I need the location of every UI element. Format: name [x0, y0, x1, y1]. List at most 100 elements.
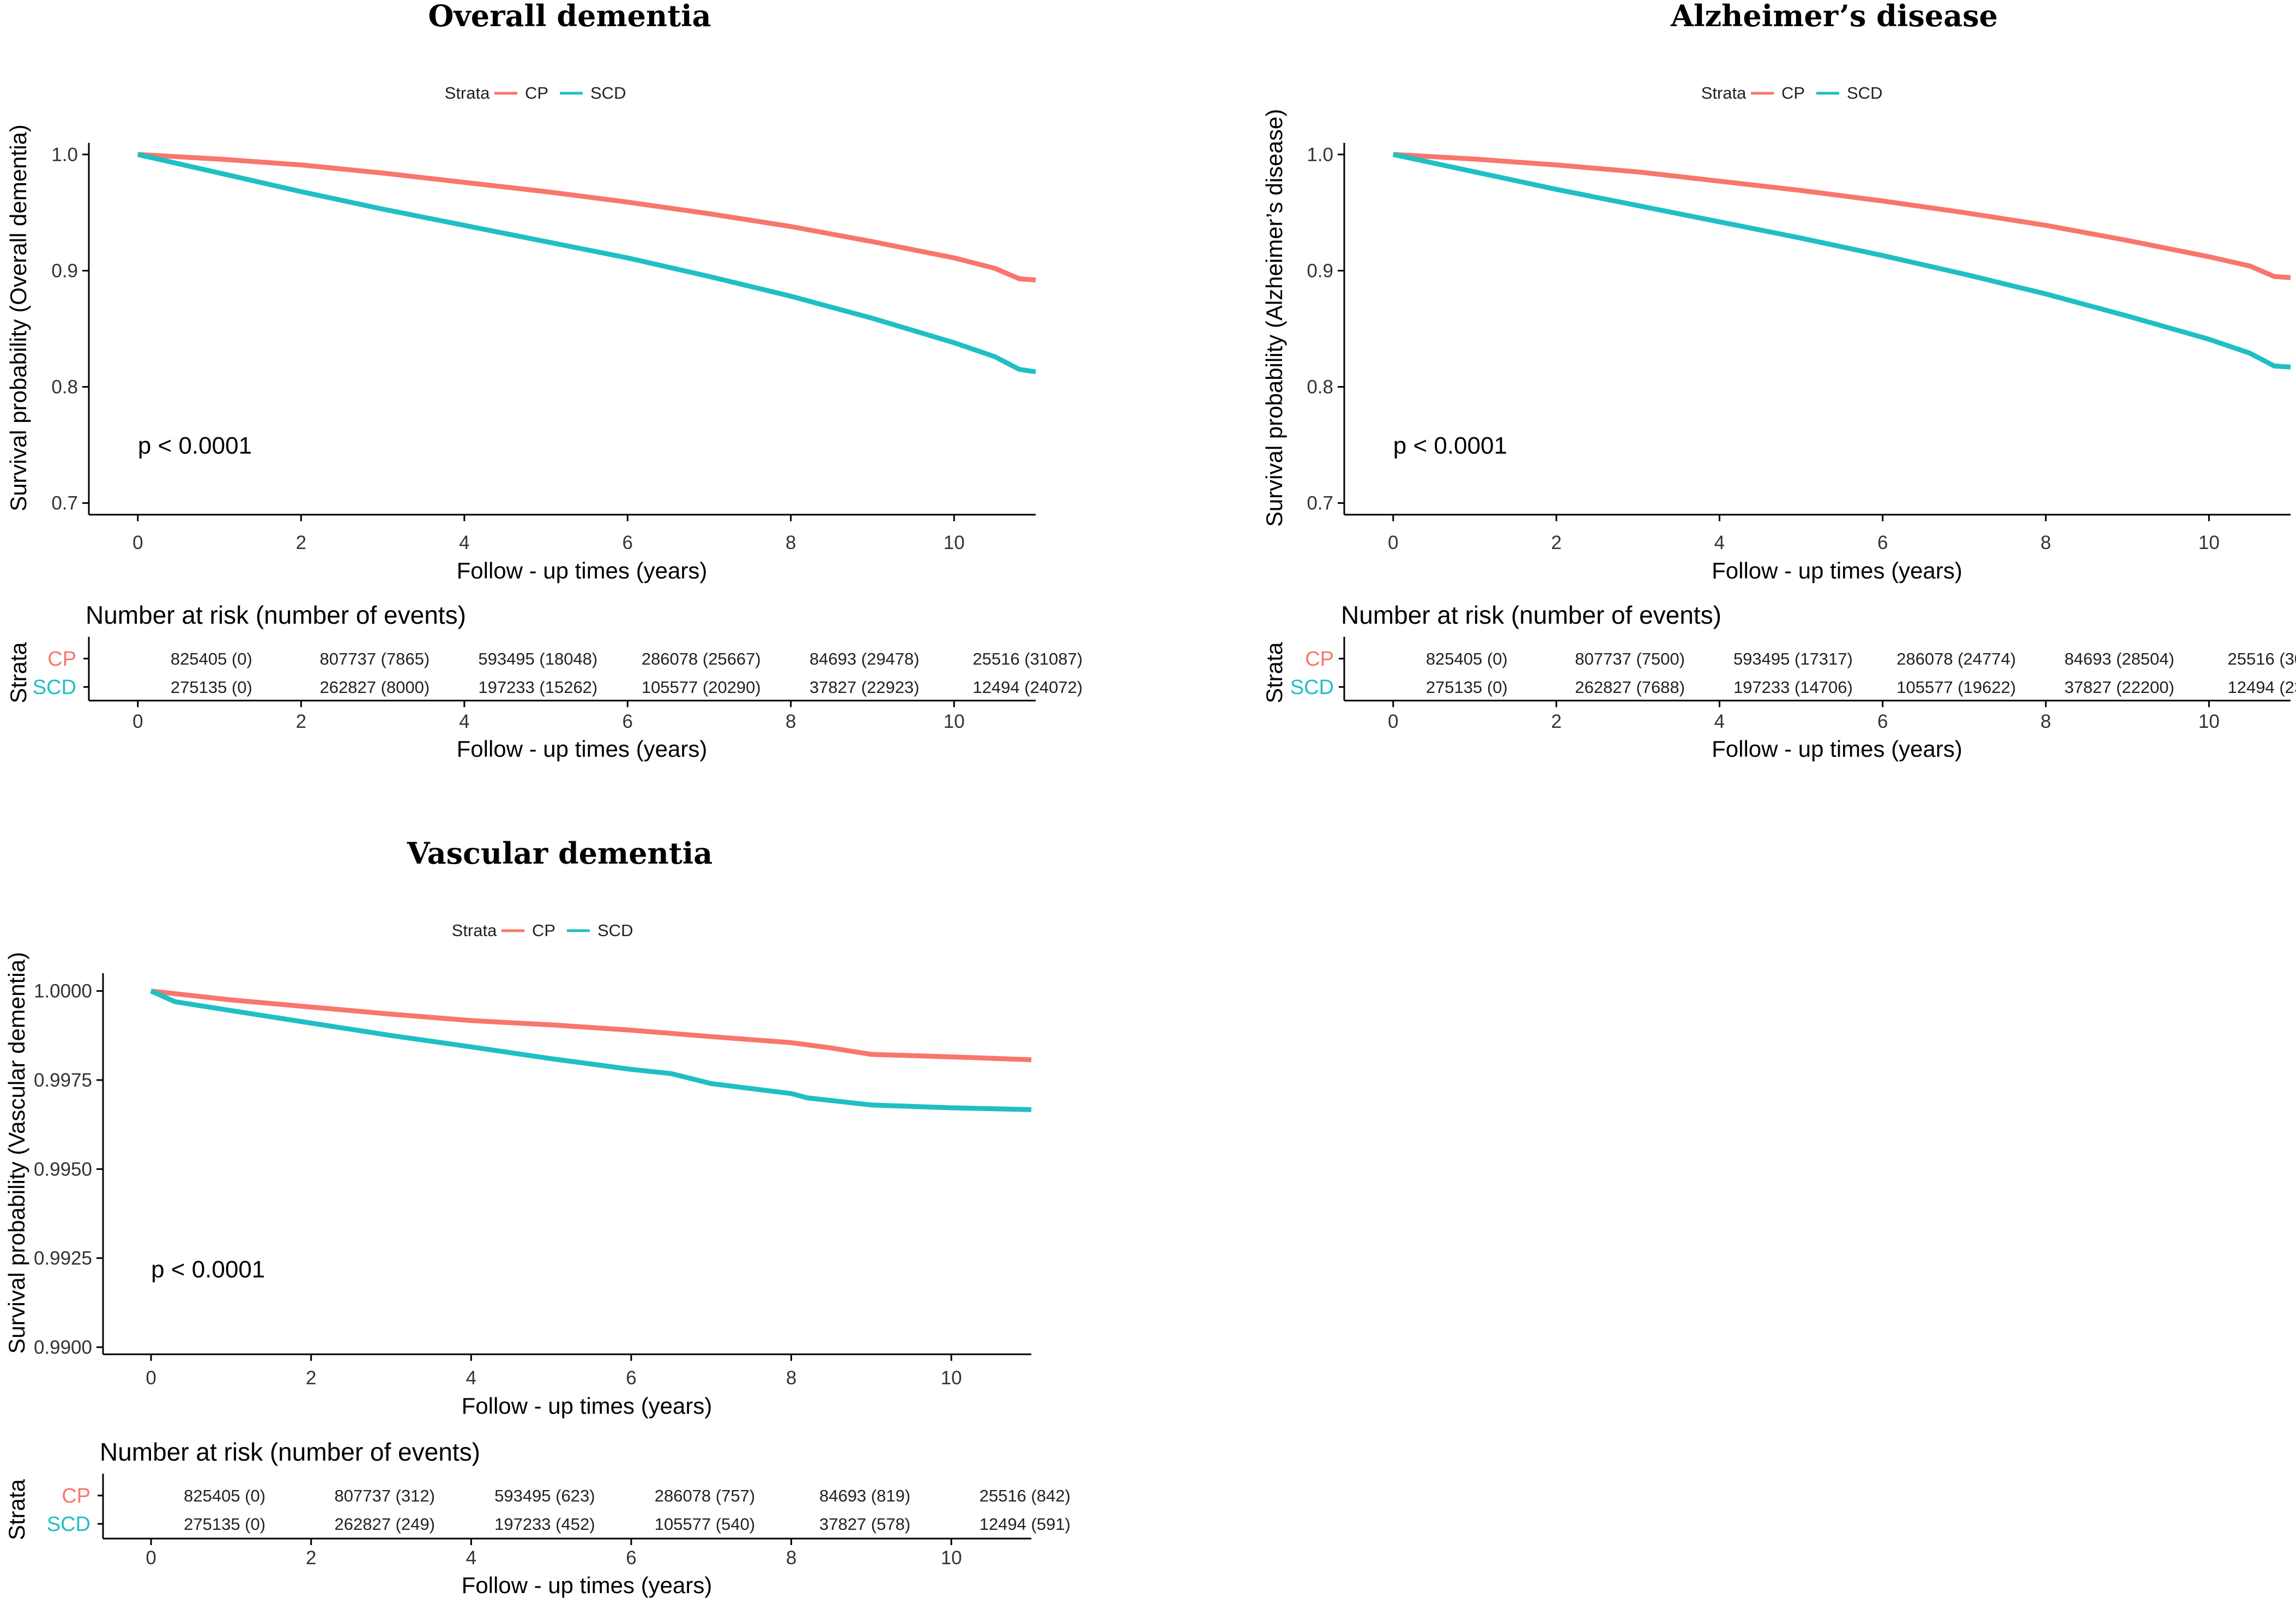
y-tick-label: 0.7 — [51, 493, 78, 514]
risk-cell: 105577 (540) — [655, 1515, 755, 1534]
risk-cell: 593495 (18048) — [478, 649, 597, 668]
y-axis-title: Survival probability (Overall dementia) — [5, 124, 31, 511]
risk-cell: 37827 (22200) — [2064, 678, 2174, 697]
risk-y-axis-title: Strata — [4, 1479, 29, 1540]
risk-cell: 825405 (0) — [171, 649, 252, 668]
risk-cell: 84693 (28504) — [2064, 649, 2174, 668]
risk-cell: 807737 (7500) — [1575, 649, 1685, 668]
x-tick-label: 4 — [1714, 532, 1725, 553]
risk-x-tick-label: 2 — [306, 1547, 316, 1569]
x-tick-label: 6 — [623, 532, 633, 553]
y-tick-label: 1.0 — [1307, 144, 1333, 165]
chart-title: Overall dementia — [428, 0, 711, 33]
chart-title: Alzheimer’s disease — [1670, 0, 1998, 33]
risk-cell: 275135 (0) — [184, 1515, 265, 1534]
risk-x-tick-label: 10 — [944, 711, 965, 732]
legend-title: Strata — [1701, 83, 1747, 102]
legend-label-cp: CP — [532, 921, 555, 940]
risk-cell: 37827 (578) — [819, 1515, 910, 1534]
series-line-scd — [150, 988, 1032, 1112]
risk-table: Number at risk (number of events) CP 82540… — [1261, 601, 2296, 762]
y-tick-label: 0.9 — [51, 260, 78, 281]
risk-x-tick-label: 6 — [626, 1547, 636, 1569]
risk-row-label-cp: CP — [47, 648, 76, 671]
risk-x-tick-label: 8 — [786, 711, 796, 732]
risk-x-axis-title: Follow - up times (years) — [1712, 736, 1962, 762]
p-value-label: p < 0.0001 — [151, 1256, 265, 1283]
risk-cell: 84693 (819) — [819, 1486, 910, 1505]
x-tick-label: 4 — [466, 1367, 476, 1389]
x-tick-label: 0 — [132, 532, 143, 553]
risk-table: Number at risk (number of events) CP 82540… — [4, 1438, 1071, 1598]
risk-x-tick-label: 4 — [466, 1547, 476, 1569]
x-tick-label: 0 — [146, 1367, 156, 1389]
risk-cell: 275135 (0) — [171, 678, 252, 697]
legend-label-scd: SCD — [590, 83, 626, 102]
risk-cell: 25516 (31087) — [972, 649, 1083, 668]
risk-x-tick-label: 8 — [786, 1547, 796, 1569]
series-line-cp — [137, 152, 1036, 282]
legend-label-scd: SCD — [1847, 83, 1882, 102]
x-tick-label: 8 — [786, 532, 796, 553]
risk-row-label-scd: SCD — [33, 676, 76, 699]
risk-cell: 25516 (30074) — [2228, 649, 2296, 668]
risk-x-axis-title: Follow - up times (years) — [462, 1572, 712, 1598]
x-axis-title: Follow - up times (years) — [462, 1393, 712, 1419]
y-tick-label: 1.0 — [51, 144, 78, 165]
y-tick-label: 0.9950 — [34, 1159, 92, 1180]
risk-x-tick-label: 0 — [132, 711, 143, 732]
risk-cell: 286078 (25667) — [642, 649, 761, 668]
x-tick-label: 8 — [2040, 532, 2051, 553]
p-value-label: p < 0.0001 — [138, 432, 252, 459]
y-tick-label: 1.0000 — [34, 981, 92, 1002]
legend: Strata CP SCD — [452, 921, 633, 940]
risk-row-label-cp: CP — [62, 1485, 90, 1507]
risk-x-tick-label: 2 — [1551, 711, 1561, 732]
risk-cell: 197233 (14706) — [1733, 678, 1853, 697]
risk-y-axis-title: Strata — [5, 642, 31, 703]
risk-x-tick-label: 8 — [2040, 711, 2051, 732]
x-tick-label: 10 — [2198, 532, 2220, 553]
chart-title: Vascular dementia — [407, 836, 713, 871]
x-axis-title: Follow - up times (years) — [457, 558, 708, 583]
x-tick-label: 10 — [941, 1367, 962, 1389]
x-tick-label: 10 — [944, 532, 965, 553]
risk-cell: 12494 (591) — [980, 1515, 1071, 1534]
legend-title: Strata — [452, 921, 497, 940]
risk-table-title: Number at risk (number of events) — [86, 601, 466, 629]
risk-y-axis-title: Strata — [1261, 642, 1287, 703]
risk-cell: 593495 (17317) — [1733, 649, 1853, 668]
legend-title: Strata — [445, 83, 490, 102]
risk-cell: 262827 (7688) — [1575, 678, 1685, 697]
legend: Strata CP SCD — [445, 83, 626, 102]
risk-table-title: Number at risk (number of events) — [1341, 601, 1721, 629]
risk-cell: 84693 (29478) — [809, 649, 920, 668]
risk-cell: 262827 (8000) — [319, 678, 430, 697]
risk-x-tick-label: 4 — [459, 711, 469, 732]
risk-x-tick-label: 4 — [1714, 711, 1725, 732]
series-line-scd — [137, 152, 1036, 375]
legend-label-scd: SCD — [597, 921, 633, 940]
y-tick-label: 0.9 — [1307, 260, 1333, 281]
x-tick-label: 4 — [459, 532, 469, 553]
risk-row-label-scd: SCD — [1290, 676, 1334, 699]
risk-cell: 286078 (24774) — [1896, 649, 2016, 668]
y-tick-label: 0.8 — [1307, 377, 1333, 398]
risk-x-tick-label: 2 — [296, 711, 306, 732]
risk-x-tick-label: 0 — [1388, 711, 1398, 732]
risk-x-tick-label: 10 — [2198, 711, 2220, 732]
x-tick-label: 0 — [1388, 532, 1398, 553]
chart-panel: Overall dementia Strata CP SCD 0.7 0.8 0.9 1.0 0… — [5, 0, 1083, 762]
risk-table: Number at risk (number of events) CP 82540… — [5, 601, 1083, 762]
risk-cell: 105577 (19622) — [1896, 678, 2016, 697]
risk-x-tick-label: 6 — [623, 711, 633, 732]
x-axis-title: Follow - up times (years) — [1712, 558, 1962, 583]
y-tick-label: 0.9900 — [34, 1337, 92, 1358]
risk-x-tick-label: 6 — [1877, 711, 1888, 732]
chart-panel: Vascular dementia Strata CP SCD 0.9900 0.9925… — [4, 836, 1071, 1598]
series-line-cp — [150, 988, 1032, 1063]
risk-cell: 12494 (23328) — [2228, 678, 2296, 697]
risk-cell: 197233 (15262) — [478, 678, 597, 697]
risk-cell: 825405 (0) — [184, 1486, 265, 1505]
x-tick-label: 2 — [306, 1367, 316, 1389]
